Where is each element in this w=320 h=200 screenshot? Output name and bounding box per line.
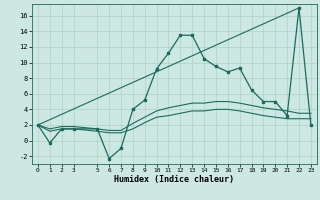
X-axis label: Humidex (Indice chaleur): Humidex (Indice chaleur) bbox=[115, 175, 234, 184]
